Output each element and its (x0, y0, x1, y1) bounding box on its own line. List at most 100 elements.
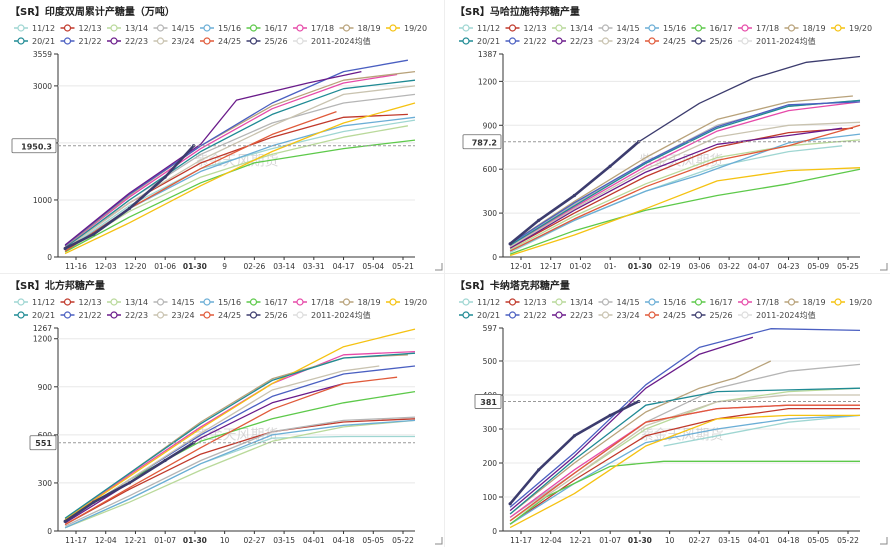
legend-item: 11/12 (14, 24, 55, 33)
legend-item: 12/13 (60, 298, 102, 307)
series-line-14-15 (64, 416, 416, 527)
legend-swatch-marker (156, 24, 165, 32)
series-line-24-25 (509, 124, 861, 252)
legend-item: 19/20 (386, 24, 427, 33)
legend-item: 13/14 (107, 298, 148, 307)
x-tick-label: 12-21 (125, 536, 147, 545)
x-tick-label: 04-23 (778, 262, 800, 271)
legend-label: 17/18 (756, 24, 779, 33)
chart-svg: 【SR】印度双周累计产糖量（万吨） 11/12 12/13 13/14 14/15 15/… (10, 5, 443, 271)
series-line-19-20 (64, 102, 416, 255)
legend-swatch-marker (203, 24, 211, 32)
axis-pointer-badge (474, 394, 502, 409)
legend-item: 21/22 (505, 311, 547, 320)
y-tick-label: 200 (483, 459, 498, 468)
legend-swatch-marker (694, 37, 703, 45)
axis-pointer-label: 1950.3 (21, 142, 52, 151)
legend-swatch-marker (156, 298, 165, 306)
series-line-22-23 (509, 336, 754, 512)
series-line-13-14 (64, 125, 409, 252)
legend-item: 13/14 (552, 24, 593, 33)
y-tick-label: 3000 (33, 82, 52, 91)
axis-pointer-label: 381 (480, 398, 497, 407)
series-line-23-24 (509, 121, 861, 248)
y-tick-label: 900 (38, 383, 53, 392)
y-tick-label: 300 (483, 209, 498, 218)
legend-label: 20/21 (32, 37, 55, 46)
legend-item: 21/22 (505, 37, 547, 46)
legend-item: 18/19 (784, 298, 826, 307)
y-tick-label: 1200 (478, 77, 497, 86)
legend-swatch-marker (249, 37, 258, 45)
x-tick-label: 10 (665, 536, 675, 545)
x-tick-label: 03-06 (688, 262, 710, 271)
legend-label: 14/15 (617, 298, 640, 307)
x-tick-label: 12-17 (540, 262, 562, 271)
legend-swatch-marker (601, 24, 610, 32)
legend-item: 2011-2024均值 (293, 310, 371, 320)
x-tick-label: 01-02 (570, 262, 592, 271)
legend-item: 25/26 (246, 37, 288, 46)
legend-swatch-marker (741, 311, 749, 319)
axis-pointer-badge (462, 134, 502, 150)
legend-item: 22/23 (107, 311, 148, 320)
legend-item: 24/25 (200, 37, 241, 46)
x-tick-label: 05-25 (837, 262, 859, 271)
x-tick-label: 10 (220, 536, 230, 545)
x-tick-label: 04-07 (748, 262, 770, 271)
axis-pointer-label: 551 (35, 439, 52, 448)
legend-label: 21/22 (524, 311, 547, 320)
x-tick-label: 03-14 (273, 262, 295, 271)
legend-swatch-marker (555, 298, 563, 306)
legend-item: 14/15 (153, 298, 195, 307)
x-tick-label: 9 (222, 262, 227, 271)
legend-label: 13/14 (125, 298, 148, 307)
legend-swatch-marker (249, 24, 258, 32)
series-line-21-22 (64, 365, 416, 522)
legend-item: 17/18 (293, 298, 334, 307)
x-tick-label: 02-27 (243, 536, 265, 545)
legend-item: 2011-2024均值 (293, 36, 371, 46)
series-point (572, 434, 576, 438)
legend-label: 15/16 (663, 298, 686, 307)
legend-swatch-marker (555, 24, 563, 32)
legend-label: 22/23 (570, 311, 593, 320)
series-line-23-24 (509, 394, 860, 522)
series-line-18-19 (64, 70, 416, 247)
legend-label: 24/25 (663, 37, 686, 46)
series-line-13-14 (64, 419, 416, 529)
legend-item: 24/25 (645, 37, 686, 46)
x-tick-label: 12-04 (540, 536, 562, 545)
series-line-22-23 (64, 382, 344, 524)
legend-label: 17/18 (311, 24, 334, 33)
y-tick-label: 0 (47, 253, 52, 262)
series-line-22-23 (509, 127, 843, 249)
x-tick-label: 11-17 (65, 536, 87, 545)
legend-swatch-marker (648, 298, 656, 306)
legend-item: 11/12 (459, 24, 500, 33)
series-line-19-20 (64, 328, 416, 521)
legend-label: 11/12 (32, 24, 55, 33)
x-tick-label: 01-30 (628, 536, 652, 545)
legend-swatch-marker (249, 311, 258, 319)
legend-label: 11/12 (32, 298, 55, 307)
legend-label: 14/15 (172, 298, 195, 307)
x-tick-label: 02-27 (688, 536, 710, 545)
series-line-23-24 (64, 365, 380, 522)
legend-label: 2011-2024均值 (756, 310, 816, 320)
legend-label: 21/22 (79, 37, 102, 46)
chart-panel-maharashtra: 【SR】马哈拉施特邦糖产量 11/12 12/13 13/14 14/15 15/16 16… (445, 0, 890, 273)
legend-swatch-marker (508, 37, 517, 45)
legend-label: 18/19 (358, 24, 381, 33)
series-line-18-19 (509, 95, 853, 245)
legend-label: 2011-2024均值 (311, 36, 371, 46)
legend-swatch-marker (110, 24, 118, 32)
series-line-21-22 (509, 101, 861, 245)
legend-label: 20/21 (477, 311, 500, 320)
series-line-20-21 (509, 99, 861, 246)
legend-label: 17/18 (311, 298, 334, 307)
legend-swatch-marker (296, 24, 304, 32)
series-line-24-25 (64, 376, 398, 526)
x-tick-label: 12-03 (95, 262, 117, 271)
legend-swatch-marker (389, 24, 397, 32)
